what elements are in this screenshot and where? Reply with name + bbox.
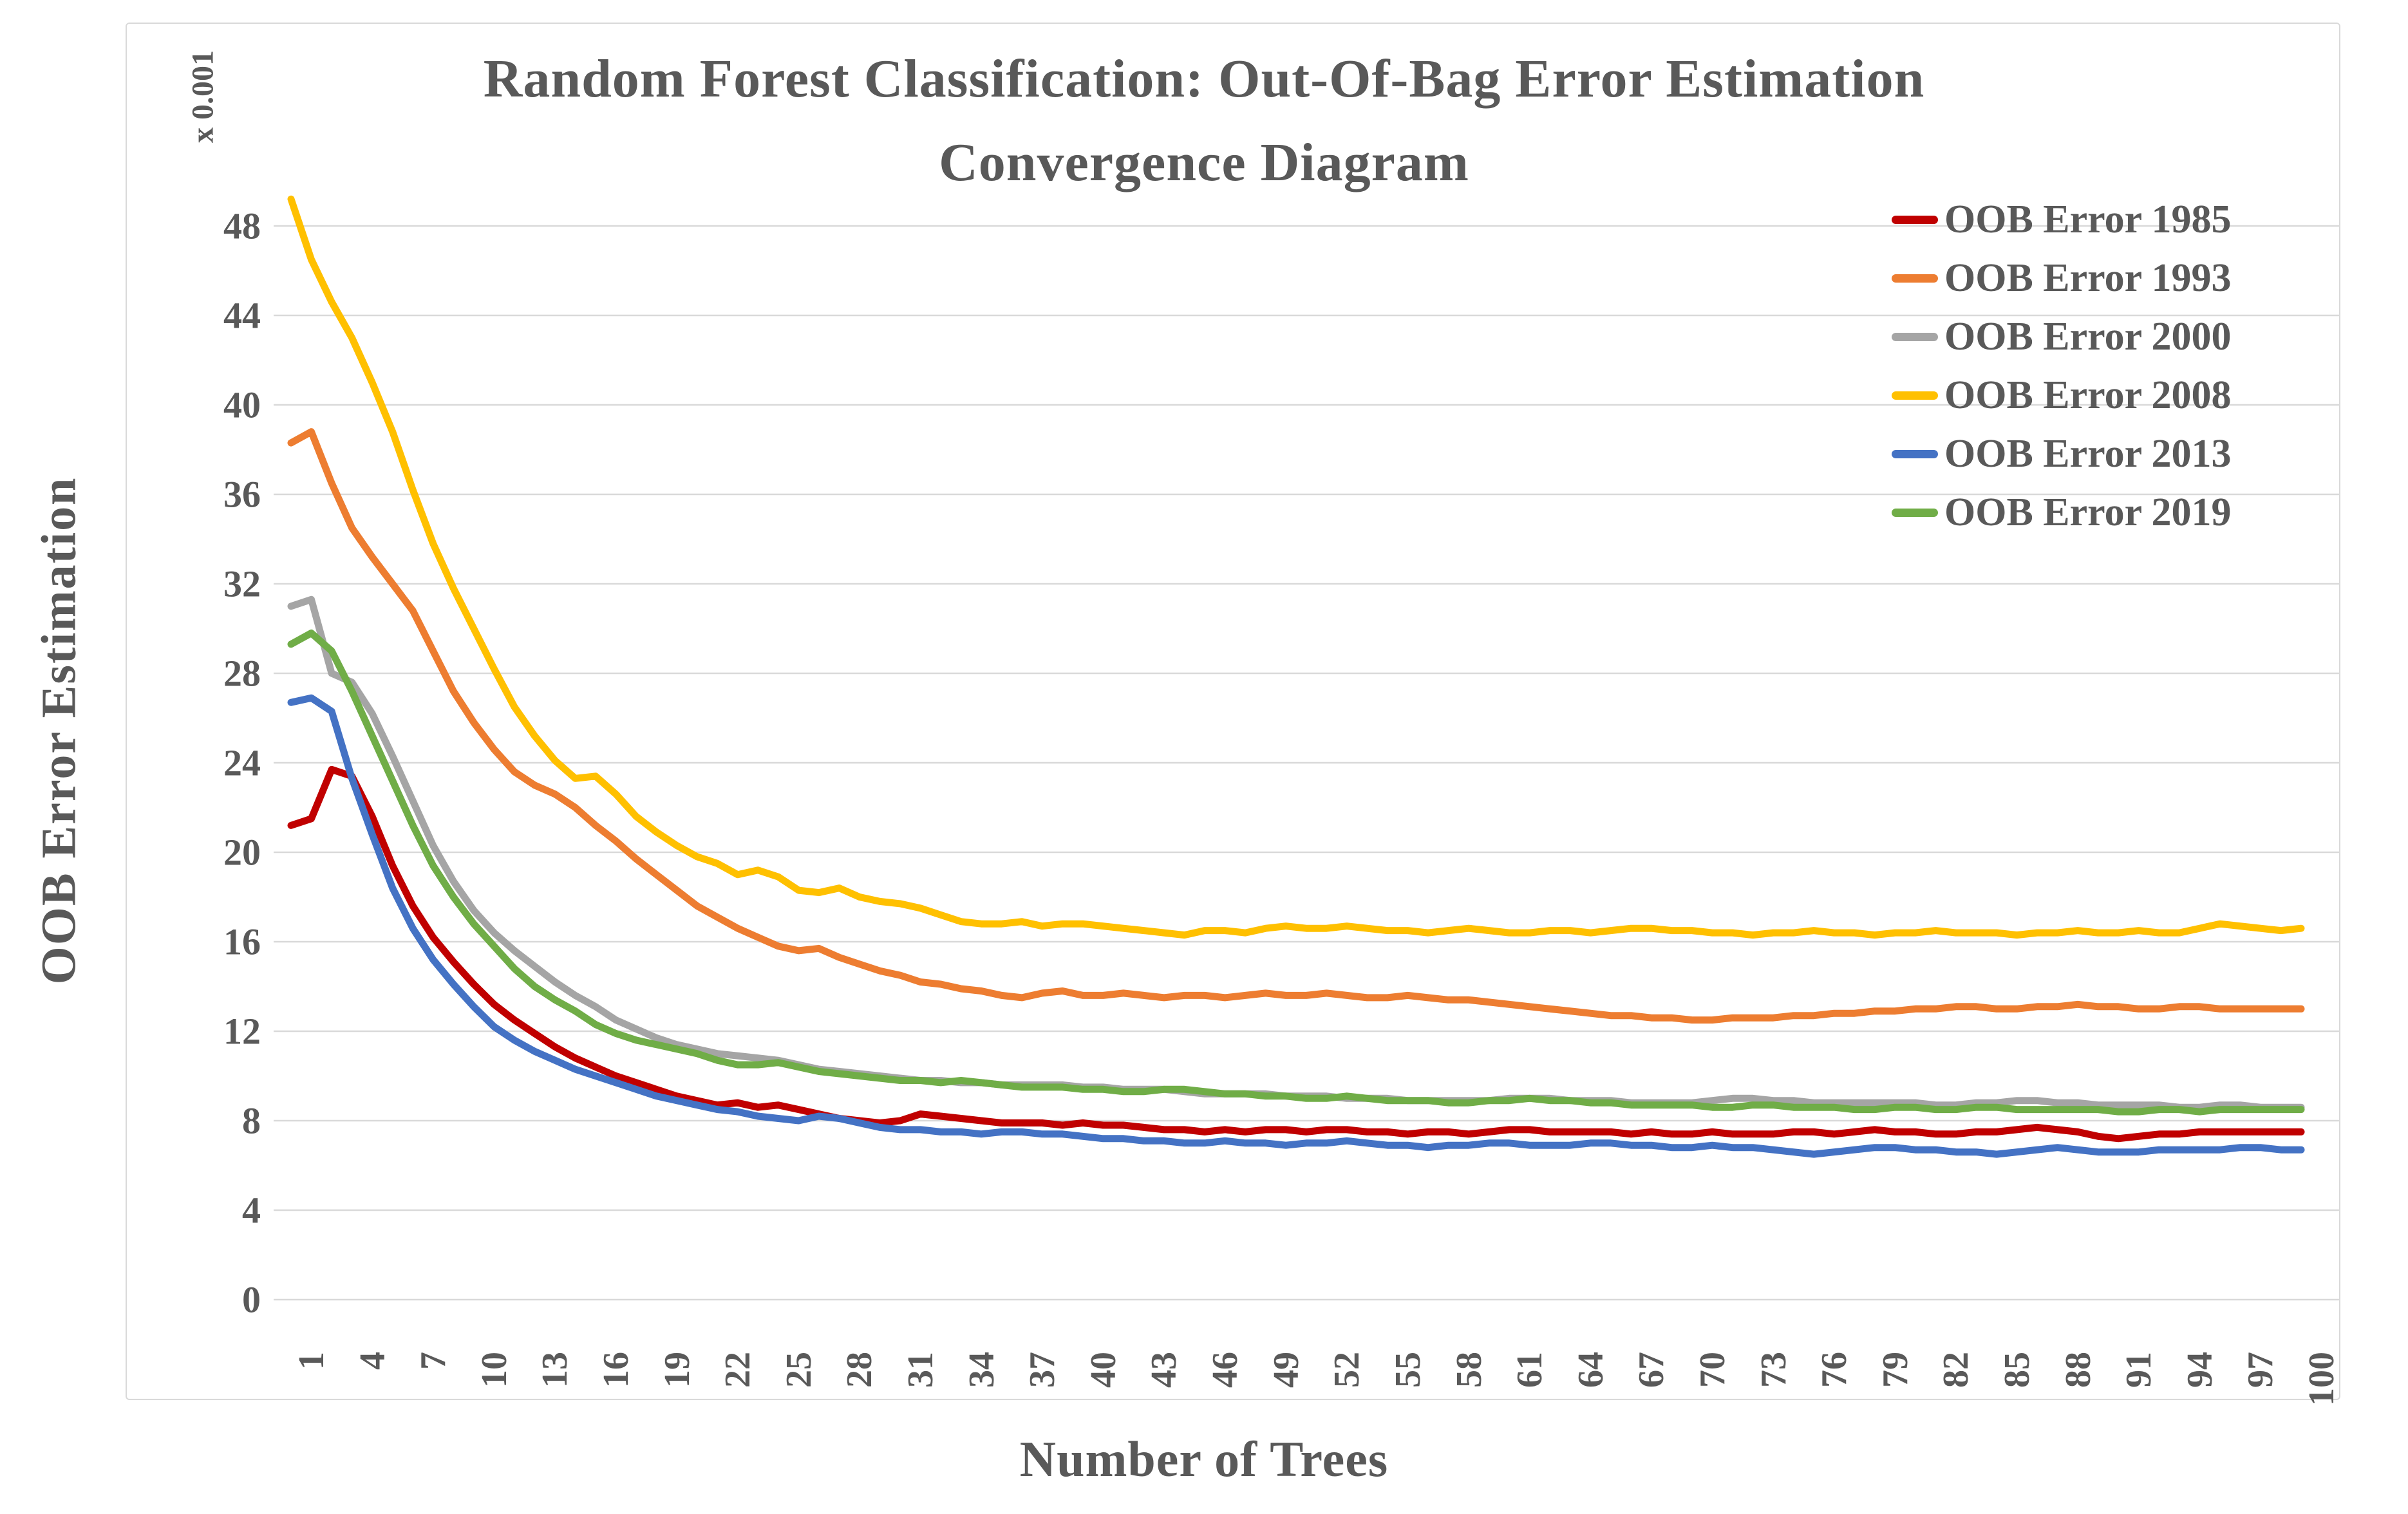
x-tick-label-94: 94 bbox=[2179, 1352, 2220, 1388]
legend-item-oob-error-1985: OOB Error 1985 bbox=[1892, 191, 2231, 248]
y-tick-label-44: 44 bbox=[223, 294, 261, 337]
series-line-oob-error-2019 bbox=[287, 630, 2305, 1116]
y-tick-label-8: 8 bbox=[242, 1099, 261, 1142]
x-tick-label-28: 28 bbox=[840, 1352, 880, 1388]
x-tick-label-88: 88 bbox=[2058, 1352, 2098, 1388]
legend-label: OOB Error 2013 bbox=[1944, 431, 2232, 476]
legend-swatch-icon bbox=[1892, 508, 1938, 517]
x-tick-label-4: 4 bbox=[352, 1352, 393, 1370]
x-tick-label-73: 73 bbox=[1753, 1352, 1794, 1388]
x-tick-label-40: 40 bbox=[1083, 1352, 1124, 1388]
series-line-oob-error-1985 bbox=[287, 765, 2305, 1143]
y-tick-label-0: 0 bbox=[242, 1278, 261, 1321]
x-tick-label-76: 76 bbox=[1814, 1352, 1855, 1388]
y-tick-label-20: 20 bbox=[223, 831, 261, 874]
series-line-oob-error-1993 bbox=[287, 428, 2305, 1024]
chart-title-line-2: Convergence Diagram bbox=[939, 133, 1469, 193]
x-tick-label-64: 64 bbox=[1570, 1352, 1611, 1388]
x-tick-label-37: 37 bbox=[1022, 1352, 1063, 1388]
x-tick-label-7: 7 bbox=[413, 1352, 454, 1370]
legend-label: OOB Error 1993 bbox=[1944, 256, 2232, 300]
x-tick-label-70: 70 bbox=[1692, 1352, 1733, 1388]
legend-label: OOB Error 2008 bbox=[1944, 373, 2232, 417]
y-tick-label-24: 24 bbox=[223, 742, 261, 784]
series-line-oob-error-2013 bbox=[287, 694, 2305, 1158]
x-tick-label-85: 85 bbox=[1997, 1352, 2037, 1388]
y-tick-label-48: 48 bbox=[223, 205, 261, 247]
legend-label: OOB Error 2000 bbox=[1944, 314, 2232, 359]
legend-label: OOB Error 2019 bbox=[1944, 490, 2232, 534]
legend-item-oob-error-2013: OOB Error 2013 bbox=[1892, 425, 2231, 483]
legend-item-oob-error-2000: OOB Error 2000 bbox=[1892, 308, 2231, 366]
x-tick-label-52: 52 bbox=[1327, 1352, 1368, 1388]
legend-swatch-icon bbox=[1892, 449, 1938, 458]
series-line-oob-error-2008 bbox=[287, 195, 2305, 939]
x-tick-label-25: 25 bbox=[778, 1352, 819, 1388]
legend-swatch-icon bbox=[1892, 215, 1938, 224]
legend-swatch-icon bbox=[1892, 274, 1938, 283]
x-tick-label-58: 58 bbox=[1449, 1352, 1489, 1388]
x-tick-label-46: 46 bbox=[1205, 1352, 1246, 1388]
x-axis-title: Number of Trees bbox=[1019, 1431, 1389, 1487]
x-tick-label-61: 61 bbox=[1510, 1352, 1550, 1388]
chart-title: Random Forest Classification: Out-Of-Bag… bbox=[0, 37, 2408, 205]
legend-item-oob-error-2008: OOB Error 2008 bbox=[1892, 366, 2231, 424]
x-tick-label-97: 97 bbox=[2241, 1352, 2281, 1388]
x-tick-label-19: 19 bbox=[657, 1352, 697, 1388]
chart-area-frame bbox=[126, 23, 2340, 1400]
legend-swatch-icon bbox=[1892, 332, 1938, 341]
legend-label: OOB Error 1985 bbox=[1944, 197, 2232, 241]
y-tick-label-4: 4 bbox=[242, 1189, 261, 1231]
x-tick-label-91: 91 bbox=[2119, 1352, 2159, 1388]
x-tick-label-67: 67 bbox=[1632, 1352, 1672, 1388]
x-tick-label-82: 82 bbox=[1936, 1352, 1977, 1388]
legend-item-oob-error-1993: OOB Error 1993 bbox=[1892, 249, 2231, 307]
x-tick-label-1: 1 bbox=[292, 1352, 332, 1370]
y-tick-label-16: 16 bbox=[223, 921, 261, 963]
x-tick-label-16: 16 bbox=[596, 1352, 637, 1388]
legend-swatch-icon bbox=[1892, 391, 1938, 400]
x-tick-label-13: 13 bbox=[535, 1352, 576, 1388]
x-tick-label-100: 100 bbox=[2302, 1352, 2342, 1406]
y-tick-label-36: 36 bbox=[223, 473, 261, 516]
x-tick-label-43: 43 bbox=[1144, 1352, 1185, 1388]
y-tick-label-32: 32 bbox=[223, 563, 261, 605]
x-tick-label-22: 22 bbox=[718, 1352, 758, 1388]
x-tick-label-34: 34 bbox=[961, 1352, 1002, 1388]
y-tick-label-28: 28 bbox=[223, 652, 261, 695]
x-tick-label-79: 79 bbox=[1875, 1352, 1915, 1388]
y-tick-label-12: 12 bbox=[223, 1010, 261, 1052]
x-tick-label-31: 31 bbox=[901, 1352, 941, 1388]
x-tick-label-10: 10 bbox=[474, 1352, 514, 1388]
y-tick-label-40: 40 bbox=[223, 384, 261, 426]
legend-item-oob-error-2019: OOB Error 2019 bbox=[1892, 483, 2231, 541]
x-tick-label-55: 55 bbox=[1387, 1352, 1428, 1388]
x-tick-label-49: 49 bbox=[1266, 1352, 1306, 1388]
chart-title-line-1: Random Forest Classification: Out-Of-Bag… bbox=[483, 49, 1925, 109]
